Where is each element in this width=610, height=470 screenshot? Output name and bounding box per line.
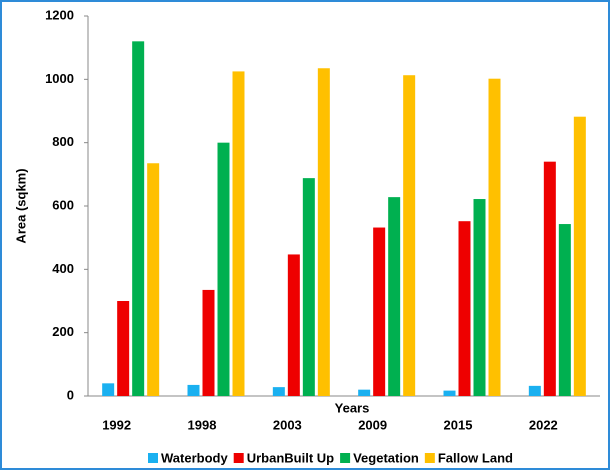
- legend-swatch: [424, 453, 435, 463]
- bar: [488, 78, 501, 396]
- x-tick-label: 1992: [102, 417, 131, 432]
- x-tick-label: 1998: [188, 417, 217, 432]
- y-tick-label: 600: [52, 197, 74, 212]
- x-tick-label: 2009: [358, 417, 387, 432]
- bar: [302, 178, 315, 396]
- x-tick-label: 2022: [529, 417, 558, 432]
- bar: [388, 197, 401, 396]
- bar: [117, 301, 130, 396]
- y-tick-label: 1200: [45, 7, 74, 22]
- bar: [317, 68, 330, 396]
- legend-label: Fallow Land: [438, 450, 513, 465]
- legend-label: UrbanBuilt Up: [247, 450, 334, 465]
- bar: [543, 161, 556, 396]
- bar: [232, 71, 245, 397]
- legend-swatch: [340, 453, 351, 463]
- legend-label: Waterbody: [161, 450, 228, 465]
- bar: [187, 384, 200, 396]
- x-tick-label: 2015: [444, 417, 473, 432]
- bar: [473, 199, 486, 396]
- bar: [132, 41, 145, 396]
- bar: [202, 289, 215, 396]
- y-tick-label: 1000: [45, 71, 74, 86]
- bar: [217, 142, 230, 396]
- bar: [102, 383, 115, 396]
- y-axis-label: Area (sqkm): [13, 168, 28, 243]
- bar: [403, 75, 416, 396]
- legend-label: Vegetation: [353, 450, 419, 465]
- legend-swatch: [233, 453, 244, 463]
- bar: [287, 254, 300, 396]
- bar: [147, 163, 160, 396]
- bar: [443, 390, 456, 396]
- x-tick-label: 2003: [273, 417, 302, 432]
- bar: [272, 387, 285, 396]
- x-axis-label: Years: [335, 400, 370, 415]
- legend-swatch: [148, 453, 158, 463]
- bar: [458, 221, 471, 396]
- bar: [373, 227, 386, 396]
- bar: [358, 389, 371, 396]
- bar: [573, 116, 586, 396]
- bar: [558, 224, 571, 396]
- y-tick-label: 800: [52, 134, 74, 149]
- y-tick-label: 400: [52, 261, 74, 276]
- bar: [528, 385, 541, 396]
- y-tick-label: 200: [52, 324, 74, 339]
- y-tick-label: 0: [67, 387, 74, 402]
